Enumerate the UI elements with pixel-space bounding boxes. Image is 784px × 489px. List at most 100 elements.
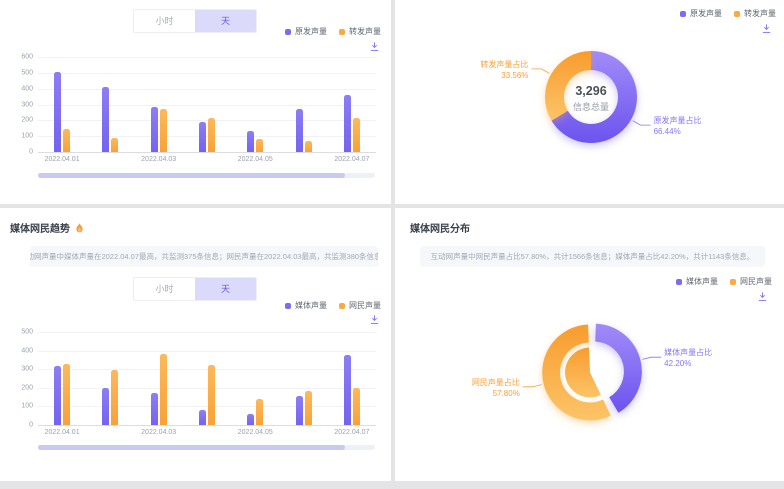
y-axis-label: 400	[21, 85, 33, 93]
bar-网民声量[interactable]	[63, 363, 71, 425]
pie-label-name: 媒体声量占比	[664, 347, 712, 357]
x-axis-label: 2022.04.07	[334, 429, 370, 436]
bar-媒体声量[interactable]	[343, 355, 351, 426]
scrollbar-track[interactable]	[38, 173, 375, 178]
toggle-day-button[interactable]: 天	[195, 278, 256, 300]
scrollbar-track[interactable]	[38, 445, 375, 450]
summary-text: 互动网声量中网民声量占比57.80%，共计1566条信息；媒体声量占比42.20…	[420, 246, 765, 267]
pie-label-line	[522, 384, 542, 388]
legend-label: 网民声量	[740, 277, 772, 286]
series-marker-icon	[285, 28, 291, 35]
gridline	[38, 57, 376, 58]
gridline	[38, 332, 376, 333]
legend-item-media[interactable]: 媒体声量	[676, 276, 718, 287]
bar-转发声量[interactable]	[256, 139, 264, 152]
panel-title: 媒体网民趋势	[10, 220, 85, 235]
legend-item-repost[interactable]: 转发声量	[734, 8, 776, 19]
legend-item-netizen[interactable]: 网民声量	[339, 300, 381, 311]
panel-title: 媒体网民分布	[410, 220, 470, 235]
series-marker-icon	[339, 302, 345, 309]
toggle-hour-button[interactable]: 小时	[134, 278, 195, 300]
pie-label-line	[632, 120, 651, 126]
bar-媒体声量[interactable]	[54, 365, 62, 425]
y-axis-label: 100	[21, 132, 33, 140]
bar-媒体声量[interactable]	[295, 396, 303, 425]
legend: 媒体声量 网民声量	[285, 300, 381, 311]
bar-媒体声量[interactable]	[247, 413, 255, 425]
toggle-day-button[interactable]: 天	[195, 10, 256, 32]
download-icon[interactable]	[757, 291, 768, 302]
legend-label: 网民声量	[349, 301, 381, 310]
pie-label-line	[642, 356, 662, 360]
bar-原发声量[interactable]	[247, 130, 255, 152]
x-axis-label: 2022.04.07	[334, 156, 370, 163]
pie-slice-原发声量占比[interactable]	[551, 51, 637, 144]
bar-转发声量[interactable]	[111, 137, 119, 153]
legend-label: 转发声量	[744, 9, 776, 18]
bar-媒体声量[interactable]	[199, 410, 206, 425]
bar-媒体声量[interactable]	[150, 393, 158, 425]
bar-转发声量[interactable]	[63, 129, 71, 152]
scrollbar-thumb[interactable]	[38, 445, 345, 450]
panel-title-text: 媒体网民趋势	[10, 224, 70, 235]
bar-转发声量[interactable]	[304, 140, 312, 152]
bar-转发声量[interactable]	[352, 118, 360, 152]
y-axis-label: 300	[21, 365, 33, 373]
bar-chart-volume-trend: 0 100 200 300 400 500 600 2022.04.01 2022.04.03 2…	[8, 50, 382, 170]
bar-网民声量[interactable]	[208, 364, 215, 425]
legend-item-original[interactable]: 原发声量	[680, 8, 722, 19]
series-marker-icon	[676, 278, 682, 285]
scrollbar-thumb[interactable]	[38, 173, 345, 178]
bar-原发声量[interactable]	[150, 106, 158, 152]
pie-slice-媒体声量占比[interactable]	[595, 323, 642, 413]
bar-网民声量[interactable]	[111, 370, 119, 425]
y-axis-label: 500	[21, 328, 33, 336]
y-axis-label: 200	[21, 384, 33, 392]
bar-网民声量[interactable]	[159, 354, 167, 425]
bar-网民声量[interactable]	[256, 399, 264, 425]
pie-slice-网民声量占比[interactable]	[542, 324, 611, 421]
y-axis-label: 300	[21, 101, 33, 108]
pie-slice-转发声量占比[interactable]	[544, 51, 591, 121]
x-axis-label: 2022.04.05	[237, 429, 273, 436]
series-marker-icon	[339, 28, 345, 35]
bar-媒体声量[interactable]	[102, 387, 110, 425]
bar-网民声量[interactable]	[352, 387, 360, 425]
y-axis-label: 0	[29, 421, 33, 429]
bar-原发声量[interactable]	[343, 95, 351, 152]
gridline	[38, 425, 376, 426]
legend-label: 原发声量	[295, 27, 327, 36]
gridline	[38, 104, 376, 106]
bar-原发声量[interactable]	[295, 109, 303, 153]
bar-转发声量[interactable]	[159, 108, 167, 152]
bar-原发声量[interactable]	[102, 87, 110, 152]
legend-item-netizen[interactable]: 网民声量	[730, 276, 772, 287]
bar-网民声量[interactable]	[304, 390, 312, 425]
legend-label: 媒体声量	[686, 277, 718, 286]
toggle-hour-button[interactable]: 小时	[134, 10, 195, 32]
donut-chart-media-netizen-distribution: 媒体声量占比 42.20% 网民声量占比 57.80%	[472, 323, 712, 421]
y-axis-label: 400	[21, 347, 33, 355]
time-granularity-toggle: 小时 天	[133, 277, 257, 301]
bar-转发声量[interactable]	[208, 118, 215, 152]
legend: 原发声量 转发声量	[285, 26, 381, 37]
pie-label-value: 66.44%	[654, 127, 681, 136]
series-marker-icon	[730, 278, 736, 285]
download-icon[interactable]	[369, 41, 380, 52]
legend-item-repost[interactable]: 转发声量	[339, 26, 381, 37]
legend-item-original[interactable]: 原发声量	[285, 26, 327, 37]
legend-item-media[interactable]: 媒体声量	[285, 300, 327, 311]
y-axis-label: 200	[21, 116, 33, 124]
download-icon[interactable]	[761, 23, 772, 34]
x-axis-label: 2022.04.01	[44, 156, 80, 163]
gridline	[38, 72, 376, 74]
pie-label-value: 33.56%	[501, 71, 528, 80]
bar-chart-media-netizen-trend: 0 100 200 300 400 500 2022.04.01 2022.04.03 2022…	[8, 325, 382, 445]
legend: 媒体声量 网民声量	[676, 276, 772, 287]
bar-原发声量[interactable]	[54, 72, 62, 152]
pie-inner-sector-网民声量占比[interactable]	[565, 347, 601, 398]
pie-label-value: 57.80%	[493, 389, 520, 398]
pie-label-line	[531, 68, 550, 74]
download-icon[interactable]	[369, 314, 380, 325]
bar-原发声量[interactable]	[199, 121, 206, 152]
